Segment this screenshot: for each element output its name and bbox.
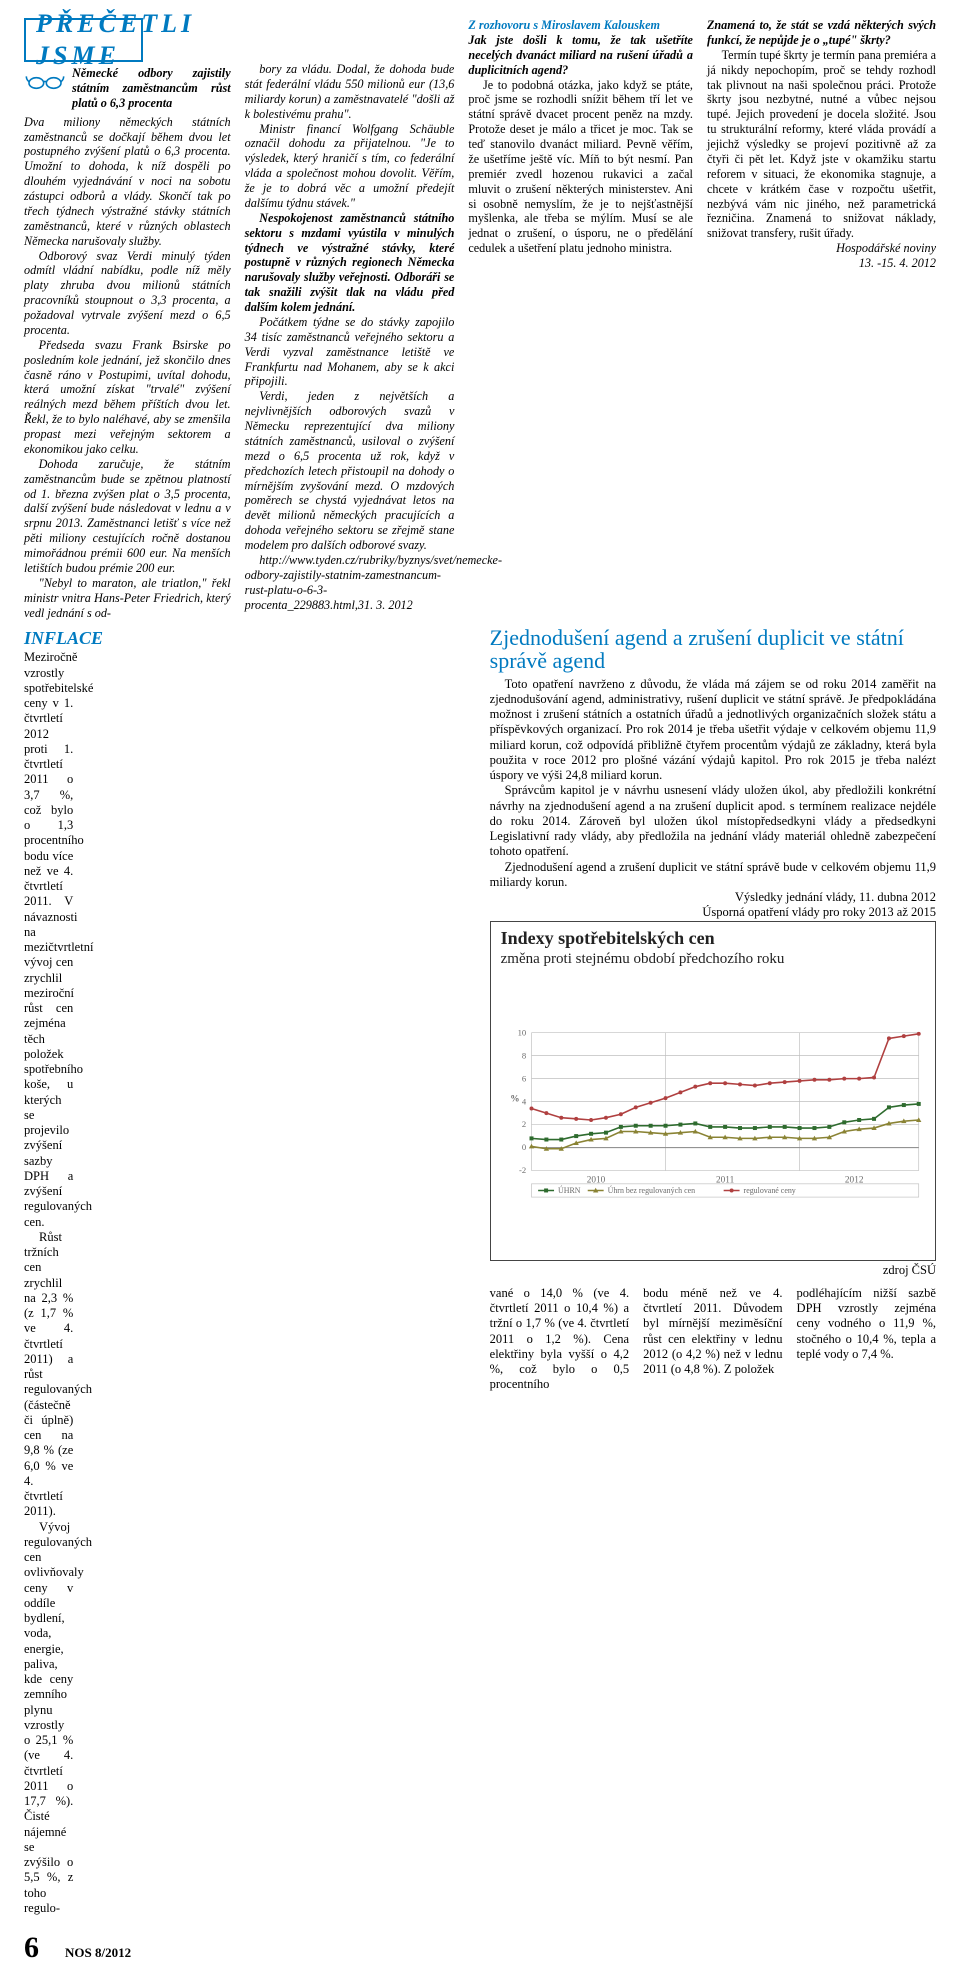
rb-p2: Zjednodušení agend a zrušení duplicit ve… [490, 860, 936, 891]
footer-c1: bodu méně než ve 4. čtvrtletí 2011. Důvo… [643, 1286, 782, 1393]
inflace-p0: Meziročně vzrostly spotřebitelské ceny v… [24, 650, 73, 1230]
rb-sig2: Úsporná opatření vlády pro roky 2013 až … [490, 905, 936, 920]
glasses-icon [24, 66, 66, 96]
col2-p4: Verdi, jeden z největších a nejvlivnější… [245, 389, 455, 553]
inflace-p1: Růst tržních cen zrychlil na 2,3 % (z 1,… [24, 1230, 73, 1520]
col3-head: Z rozhovoru s Miroslavem Kalouskem [468, 18, 693, 33]
col2-p3: Počátkem týdne se do stávky zapojilo 34 … [245, 315, 455, 389]
col2-p1: Ministr financí Wolfgang Schäuble označi… [245, 122, 455, 211]
banner-text: PŘEČETLI JSME [36, 8, 195, 71]
footer-c0: vané o 14,0 % (ve 4. čtvrtletí 2011 o 10… [490, 1286, 629, 1393]
page-number: 6 [24, 1930, 39, 1967]
col1-p1: Odborový svaz Verdi minulý týden odmítl … [24, 249, 231, 338]
svg-text:%: % [510, 1094, 519, 1104]
cpi-chart: Indexy spotřebitelských cen změna proti … [490, 921, 936, 1261]
col2-p5: http://www.tyden.cz/rubriky/byznys/svet/… [245, 553, 455, 613]
svg-text:regulované ceny: regulované ceny [743, 1186, 795, 1195]
svg-text:Úhrn bez regulovaných cen: Úhrn bez regulovaných cen [607, 1185, 695, 1195]
inflace-head: INFLACE [24, 628, 238, 650]
svg-text:0: 0 [522, 1142, 526, 1152]
col4-sig1: Hospodářské noviny [707, 241, 936, 256]
section-banner: PŘEČETLI JSME [24, 18, 143, 62]
inflace-p2: Vývoj regulovaných cen ovlivňovaly ceny … [24, 1520, 73, 1917]
chart-source: zdroj ČSÚ [490, 1263, 936, 1278]
page-footer: 6 NOS 8/2012 [24, 1930, 238, 1967]
col3-p0: Je to podobná otázka, jako když se ptáte… [468, 78, 693, 257]
rb-p0: Toto opatření navrženo z důvodu, že vlád… [490, 677, 936, 784]
col1-p2: Předseda svazu Frank Bsirske po poslední… [24, 338, 231, 457]
col1-p4: "Nebyl to maraton, ale triatlon," řekl m… [24, 576, 231, 621]
svg-text:-2: -2 [519, 1165, 526, 1175]
svg-text:2: 2 [522, 1119, 526, 1129]
col3-q1: Jak jste došli k tomu, že tak ušetříte n… [468, 33, 693, 78]
col2-p2: Nespokojenost zaměstnanců státního sekto… [245, 211, 455, 315]
col1-p0: Dva miliony německých státních zaměstnan… [24, 115, 231, 249]
rb-p1: Správcům kapitol je v návrhu usnesení vl… [490, 783, 936, 859]
footer-c2: podléhajícím nižší sazbě DPH vzrostly ze… [797, 1286, 936, 1393]
chart-title2: změna proti stejnému období předchozího … [501, 950, 925, 968]
svg-text:10: 10 [517, 1027, 526, 1037]
svg-text:4: 4 [522, 1096, 527, 1106]
col4-p0: Termín tupé škrty je termín pana premiér… [707, 48, 936, 241]
svg-text:ÚHRN: ÚHRN [558, 1185, 581, 1195]
col4-q: Znamená to, že stát se vzdá některých sv… [707, 18, 936, 48]
blue-headline: Zjednodušení agend a zrušení duplicit ve… [490, 626, 936, 672]
col1-p3: Dohoda zaručuje, že státním zaměstnancům… [24, 457, 231, 576]
chart-title1: Indexy spotřebitelských cen [501, 928, 925, 950]
lead-text: Německé odbory zajistily státním zaměstn… [72, 66, 231, 111]
svg-text:6: 6 [522, 1073, 527, 1083]
issue-label: NOS 8/2012 [65, 1945, 131, 1961]
col4-sig2: 13. -15. 4. 2012 [707, 256, 936, 271]
col2-p0: bory za vládu. Dodal, že dohoda bude stá… [245, 62, 455, 122]
svg-text:8: 8 [522, 1050, 526, 1060]
rb-sig1: Výsledky jednání vlády, 11. dubna 2012 [490, 890, 936, 905]
